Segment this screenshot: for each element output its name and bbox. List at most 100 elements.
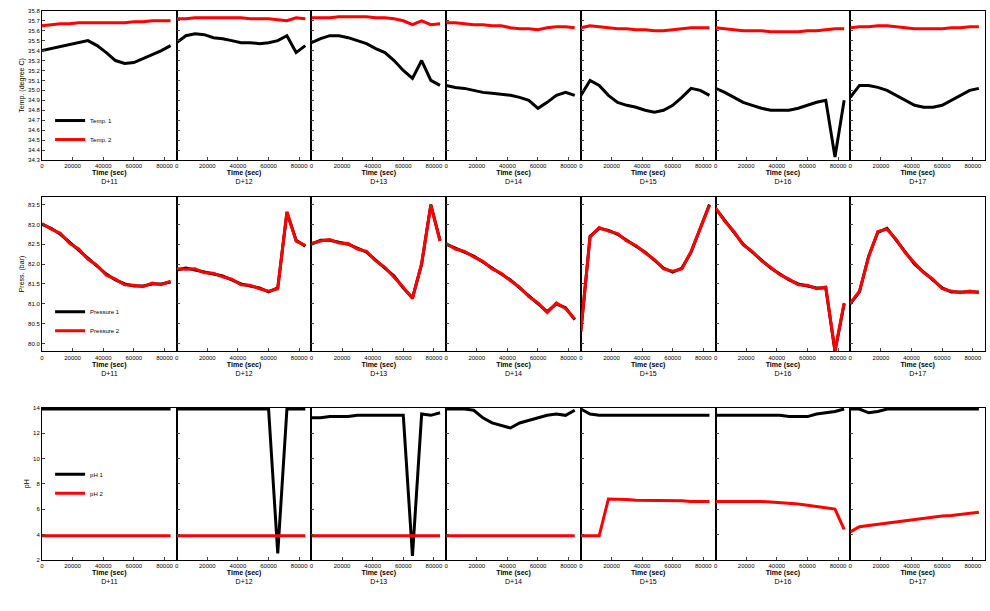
- svg-text:20000: 20000: [603, 563, 620, 569]
- svg-text:0: 0: [579, 163, 583, 169]
- svg-text:80000: 80000: [964, 563, 981, 569]
- svg-text:Temp. (degree C): Temp. (degree C): [18, 58, 26, 112]
- svg-text:60000: 60000: [934, 563, 951, 569]
- svg-text:40000: 40000: [230, 163, 247, 169]
- svg-text:40000: 40000: [634, 563, 651, 569]
- svg-text:40000: 40000: [364, 355, 381, 361]
- svg-text:Time (sec)D+13: Time (sec)D+13: [362, 361, 397, 377]
- svg-text:80000: 80000: [156, 563, 173, 569]
- svg-text:40000: 40000: [903, 163, 920, 169]
- svg-text:60000: 60000: [260, 563, 277, 569]
- svg-text:60000: 60000: [664, 163, 681, 169]
- svg-text:0: 0: [579, 355, 583, 361]
- svg-text:Time (sec)D+13: Time (sec)D+13: [362, 169, 397, 185]
- svg-text:Time (sec)D+15: Time (sec)D+15: [631, 169, 666, 185]
- svg-text:0: 0: [40, 563, 44, 569]
- svg-text:35.2: 35.2: [28, 68, 40, 74]
- svg-text:0: 0: [579, 563, 583, 569]
- svg-text:80000: 80000: [830, 163, 847, 169]
- svg-text:60000: 60000: [395, 163, 412, 169]
- svg-text:40000: 40000: [499, 163, 516, 169]
- svg-text:Pressure 2: Pressure 2: [90, 328, 120, 334]
- svg-text:80000: 80000: [830, 563, 847, 569]
- svg-text:20000: 20000: [199, 163, 216, 169]
- svg-text:80000: 80000: [830, 355, 847, 361]
- svg-text:20000: 20000: [199, 355, 216, 361]
- svg-text:20000: 20000: [738, 563, 755, 569]
- svg-text:80000: 80000: [964, 355, 981, 361]
- svg-text:12: 12: [33, 430, 40, 436]
- svg-text:40000: 40000: [364, 563, 381, 569]
- svg-text:20000: 20000: [468, 563, 485, 569]
- svg-text:80000: 80000: [560, 163, 577, 169]
- svg-text:81.5: 81.5: [28, 281, 40, 287]
- svg-text:34.6: 34.6: [28, 127, 40, 133]
- svg-text:40000: 40000: [95, 163, 112, 169]
- svg-text:0: 0: [175, 163, 179, 169]
- svg-text:60000: 60000: [799, 563, 816, 569]
- svg-text:82.0: 82.0: [28, 261, 40, 267]
- svg-text:60000: 60000: [126, 163, 143, 169]
- svg-text:83.5: 83.5: [28, 202, 40, 208]
- svg-text:60000: 60000: [530, 163, 547, 169]
- svg-text:34.3: 34.3: [28, 157, 40, 163]
- svg-text:81.0: 81.0: [28, 301, 40, 307]
- svg-text:20000: 20000: [334, 563, 351, 569]
- svg-text:60000: 60000: [664, 355, 681, 361]
- svg-text:0: 0: [175, 355, 179, 361]
- svg-text:20000: 20000: [738, 163, 755, 169]
- svg-text:40000: 40000: [768, 355, 785, 361]
- svg-text:Time (sec)D+11: Time (sec)D+11: [92, 569, 127, 585]
- svg-text:80000: 80000: [291, 163, 308, 169]
- svg-text:60000: 60000: [530, 563, 547, 569]
- svg-text:80000: 80000: [426, 163, 443, 169]
- svg-text:60000: 60000: [395, 355, 412, 361]
- svg-text:Temp. 2: Temp. 2: [90, 137, 112, 143]
- svg-text:80000: 80000: [291, 563, 308, 569]
- svg-text:35.0: 35.0: [28, 87, 40, 93]
- svg-text:20000: 20000: [603, 163, 620, 169]
- svg-text:80000: 80000: [695, 163, 712, 169]
- svg-text:80000: 80000: [695, 355, 712, 361]
- svg-text:Time (sec)D+15: Time (sec)D+15: [631, 361, 666, 377]
- svg-text:20000: 20000: [603, 355, 620, 361]
- svg-text:0: 0: [175, 563, 179, 569]
- svg-text:35.6: 35.6: [28, 28, 40, 34]
- svg-text:0: 0: [849, 563, 853, 569]
- svg-text:60000: 60000: [934, 163, 951, 169]
- svg-text:34.4: 34.4: [28, 147, 40, 153]
- svg-text:Time (sec)D+13: Time (sec)D+13: [362, 569, 397, 585]
- svg-text:20000: 20000: [873, 355, 890, 361]
- svg-text:Time (sec)D+17: Time (sec)D+17: [900, 169, 935, 185]
- svg-text:Time (sec)D+12: Time (sec)D+12: [227, 169, 262, 185]
- svg-text:60000: 60000: [260, 355, 277, 361]
- svg-text:20000: 20000: [873, 163, 890, 169]
- svg-text:60000: 60000: [126, 355, 143, 361]
- svg-text:Press. (bar): Press. (bar): [18, 256, 26, 293]
- svg-text:20000: 20000: [334, 163, 351, 169]
- svg-text:80000: 80000: [695, 563, 712, 569]
- svg-text:20000: 20000: [738, 355, 755, 361]
- svg-text:34.8: 34.8: [28, 107, 40, 113]
- svg-text:80000: 80000: [560, 563, 577, 569]
- svg-text:Pressure 1: Pressure 1: [90, 309, 120, 315]
- svg-text:82.5: 82.5: [28, 241, 40, 247]
- svg-text:40000: 40000: [230, 355, 247, 361]
- svg-text:35.8: 35.8: [28, 8, 40, 14]
- svg-text:80000: 80000: [964, 163, 981, 169]
- svg-text:Time (sec)D+12: Time (sec)D+12: [227, 569, 262, 585]
- svg-text:60000: 60000: [395, 563, 412, 569]
- svg-text:40000: 40000: [634, 163, 651, 169]
- svg-text:0: 0: [40, 163, 44, 169]
- svg-text:40000: 40000: [499, 563, 516, 569]
- svg-text:pH 2: pH 2: [90, 491, 103, 497]
- svg-text:20000: 20000: [64, 163, 81, 169]
- svg-text:10: 10: [33, 456, 40, 462]
- svg-text:0: 0: [444, 163, 448, 169]
- svg-text:35.4: 35.4: [28, 48, 40, 54]
- svg-text:Time (sec)D+17: Time (sec)D+17: [900, 361, 935, 377]
- svg-text:80000: 80000: [156, 163, 173, 169]
- svg-text:20000: 20000: [468, 163, 485, 169]
- svg-text:0: 0: [444, 563, 448, 569]
- svg-text:Time (sec)D+14: Time (sec)D+14: [496, 361, 531, 377]
